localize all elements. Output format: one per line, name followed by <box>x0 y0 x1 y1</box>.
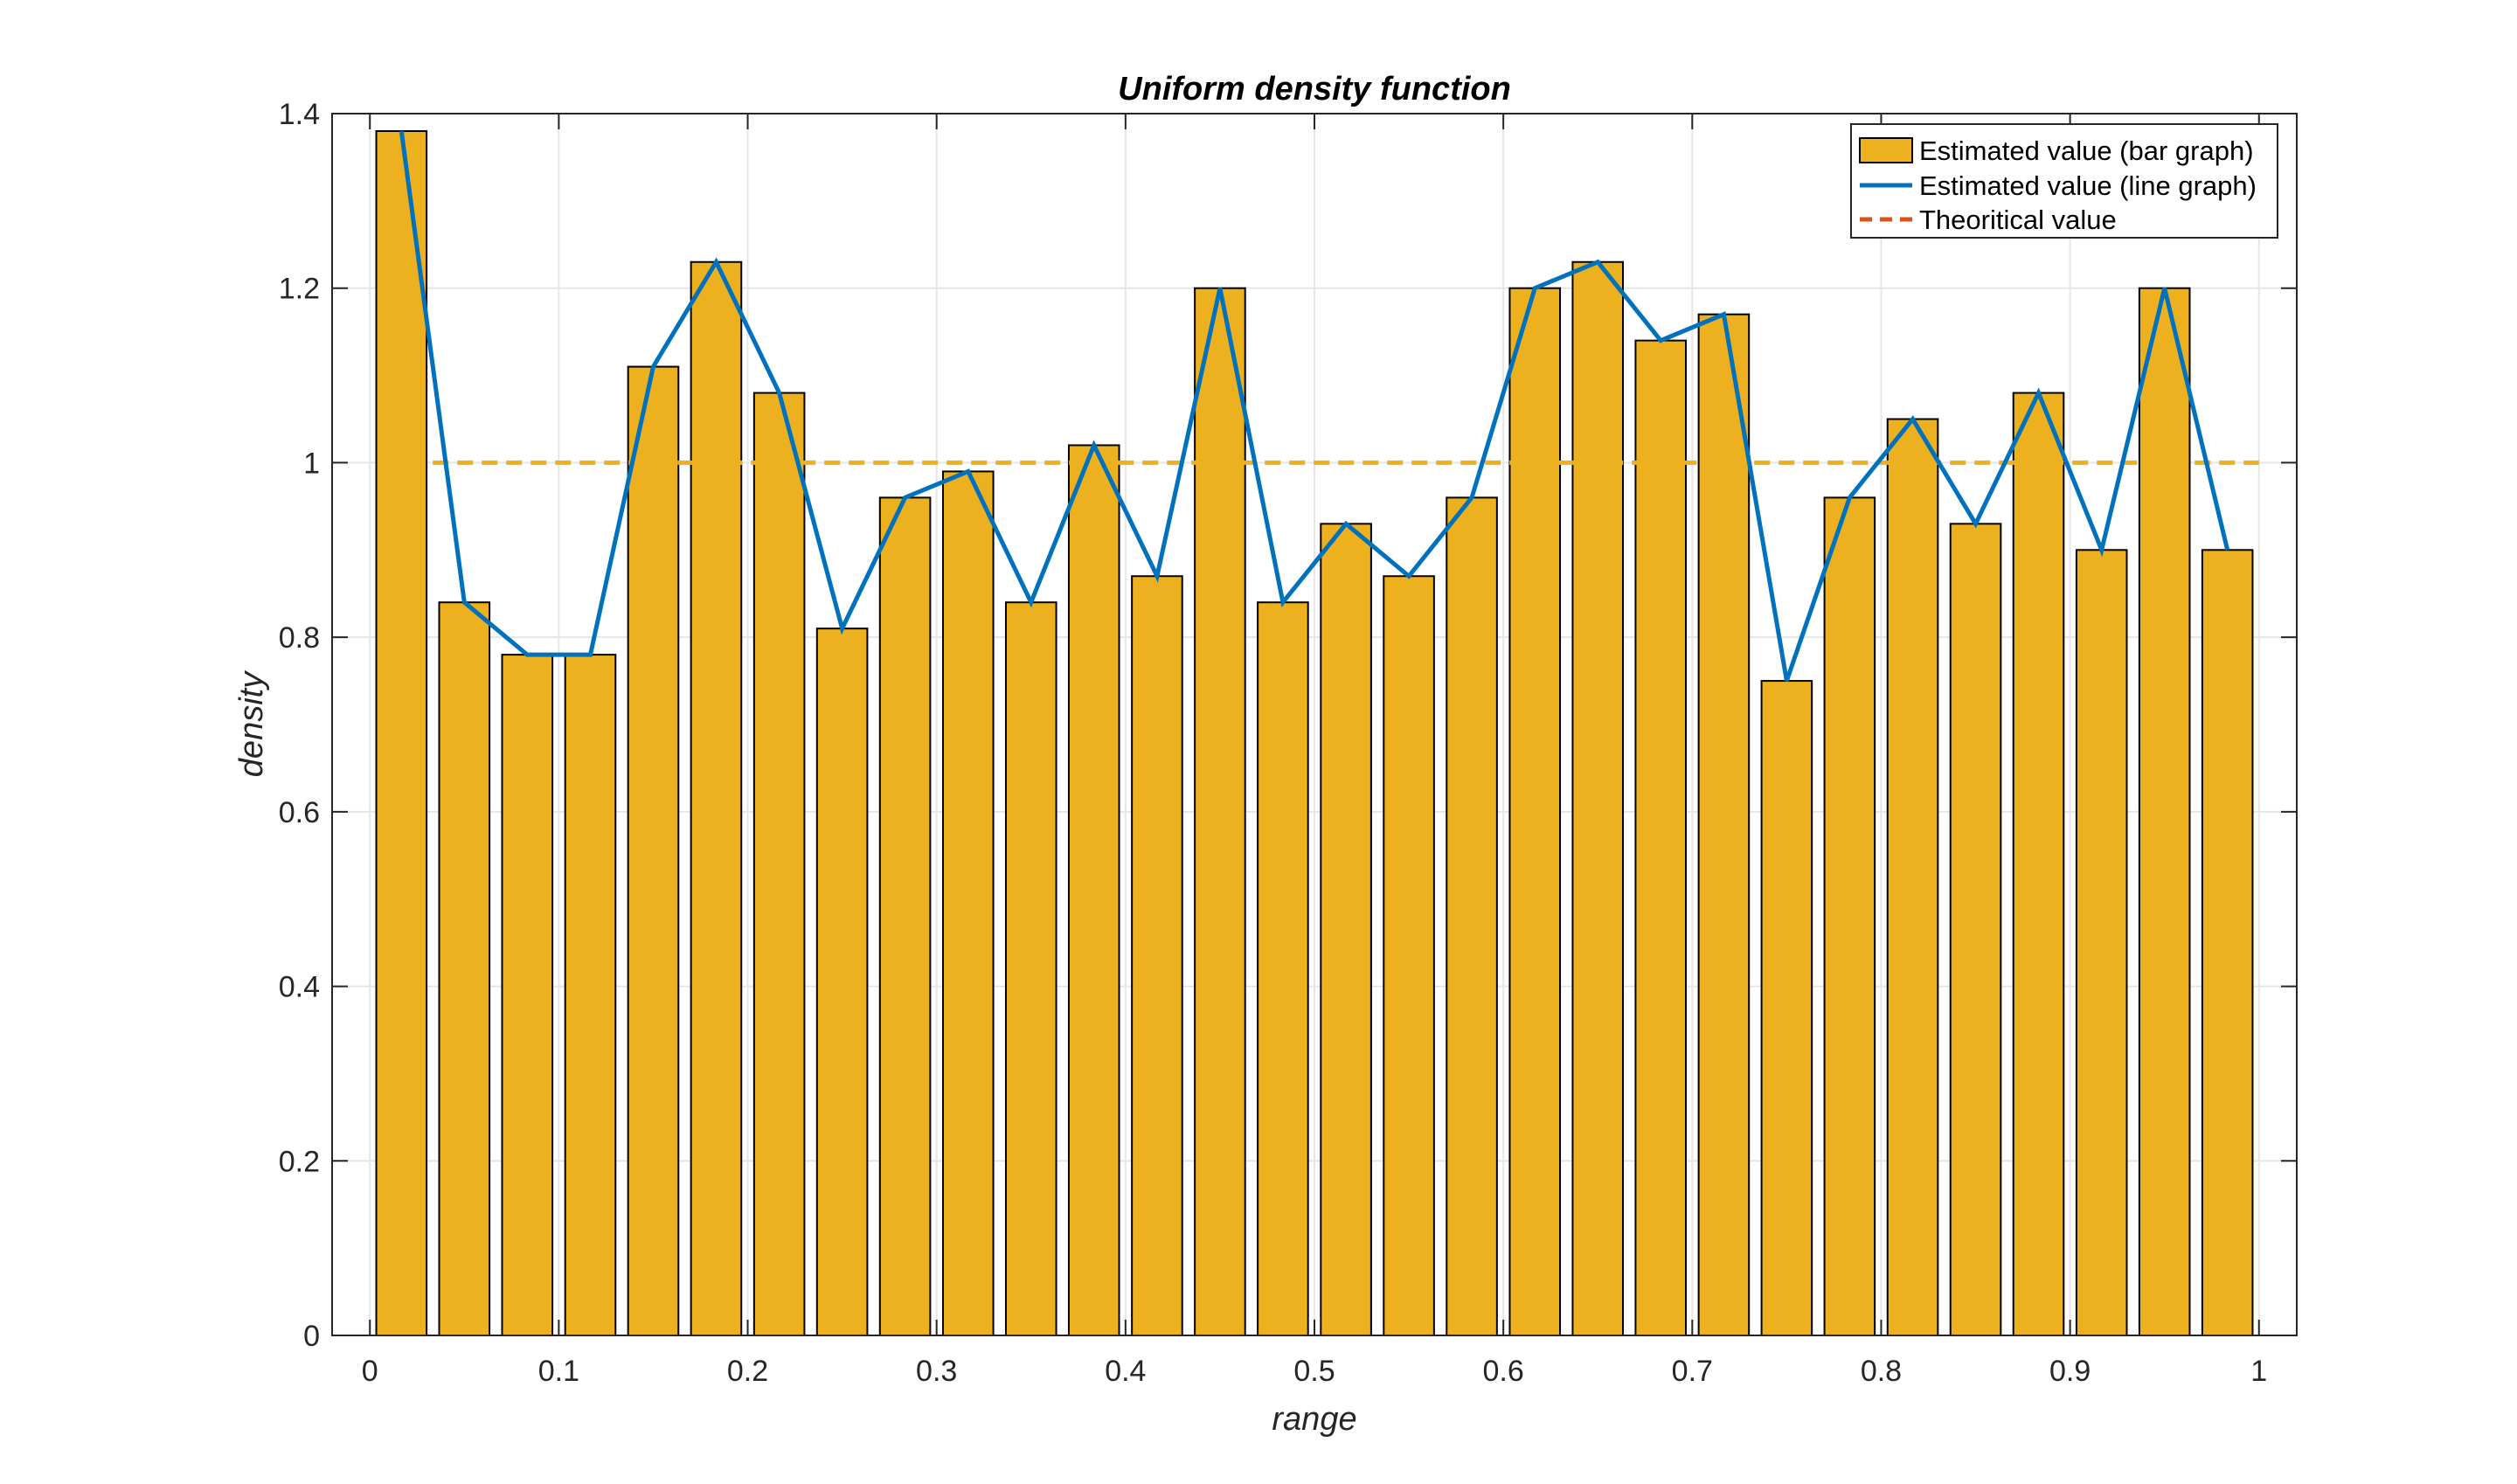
bar <box>438 601 491 1336</box>
bar <box>752 392 806 1336</box>
bar <box>2012 392 2065 1336</box>
bar <box>501 654 554 1336</box>
x-tick-label: 1 <box>2250 1355 2267 1388</box>
bar <box>1194 287 1246 1337</box>
bar <box>1131 575 1183 1336</box>
bar <box>1949 523 2002 1336</box>
bar <box>375 129 428 1336</box>
bar <box>1697 313 1751 1337</box>
x-tick-label: 0.9 <box>2049 1355 2091 1388</box>
bar <box>564 654 617 1336</box>
chart-title: Uniform density function <box>1118 71 1511 107</box>
y-tick-label: 0.8 <box>279 621 320 655</box>
y-tick-label: 1.2 <box>279 273 320 306</box>
bar <box>690 260 743 1336</box>
y-tick-label: 0.4 <box>279 971 320 1004</box>
bar <box>1383 575 1435 1336</box>
x-tick-label: 0 <box>362 1355 378 1388</box>
bar <box>1446 496 1498 1336</box>
bar <box>627 365 680 1337</box>
x-tick-label: 0.8 <box>1861 1355 1902 1388</box>
y-tick-label: 1.4 <box>279 98 320 131</box>
bar <box>1571 260 1625 1336</box>
legend-swatch-bar <box>1859 137 1913 163</box>
x-tick-label: 0.3 <box>916 1355 957 1388</box>
bar <box>1320 523 1372 1336</box>
legend-entry-line-graph: Estimated value (line graph) <box>1919 170 2257 201</box>
bar <box>1508 287 1562 1337</box>
y-tick-label: 0.2 <box>279 1145 320 1178</box>
bar <box>878 496 932 1336</box>
x-tick-label: 0.2 <box>727 1355 768 1388</box>
y-tick-label: 0.6 <box>279 796 320 829</box>
estimated-line <box>399 130 2230 682</box>
bar <box>2075 549 2128 1336</box>
legend-entry-bar-graph: Estimated value (bar graph) <box>1919 135 2254 166</box>
bar <box>2201 549 2254 1336</box>
bar <box>1004 601 1057 1336</box>
x-tick-label: 0.1 <box>538 1355 579 1388</box>
x-tick-label: 0.5 <box>1293 1355 1335 1388</box>
x-axis-label: range <box>1272 1401 1356 1438</box>
bar <box>1257 601 1309 1336</box>
axis-ticks: 0 0.1 0.2 0.3 0.4 0.5 0.6 0.7 0.8 0.9 1 0 0.2 0.4 0.6 0… <box>279 98 2297 1388</box>
bar <box>941 470 995 1336</box>
bar <box>2138 287 2191 1337</box>
y-axis-label: density <box>233 670 270 777</box>
x-tick-label: 0.7 <box>1672 1355 1713 1388</box>
bar <box>815 628 869 1336</box>
bar <box>1634 339 1688 1337</box>
line-series <box>399 130 2230 682</box>
y-tick-label: 1 <box>303 447 320 480</box>
x-tick-label: 0.4 <box>1105 1355 1146 1388</box>
x-tick-label: 0.6 <box>1483 1355 1524 1388</box>
legend-entry-theoretical: Theoritical value <box>1919 205 2117 235</box>
legend-box <box>1850 123 2278 239</box>
y-tick-label: 0 <box>303 1320 320 1353</box>
legend: Estimated value (bar graph) Estimated va… <box>1850 123 2278 239</box>
bar <box>1760 680 1813 1336</box>
bar <box>1886 418 1939 1336</box>
bar <box>1067 444 1120 1336</box>
bar <box>1823 496 1876 1336</box>
